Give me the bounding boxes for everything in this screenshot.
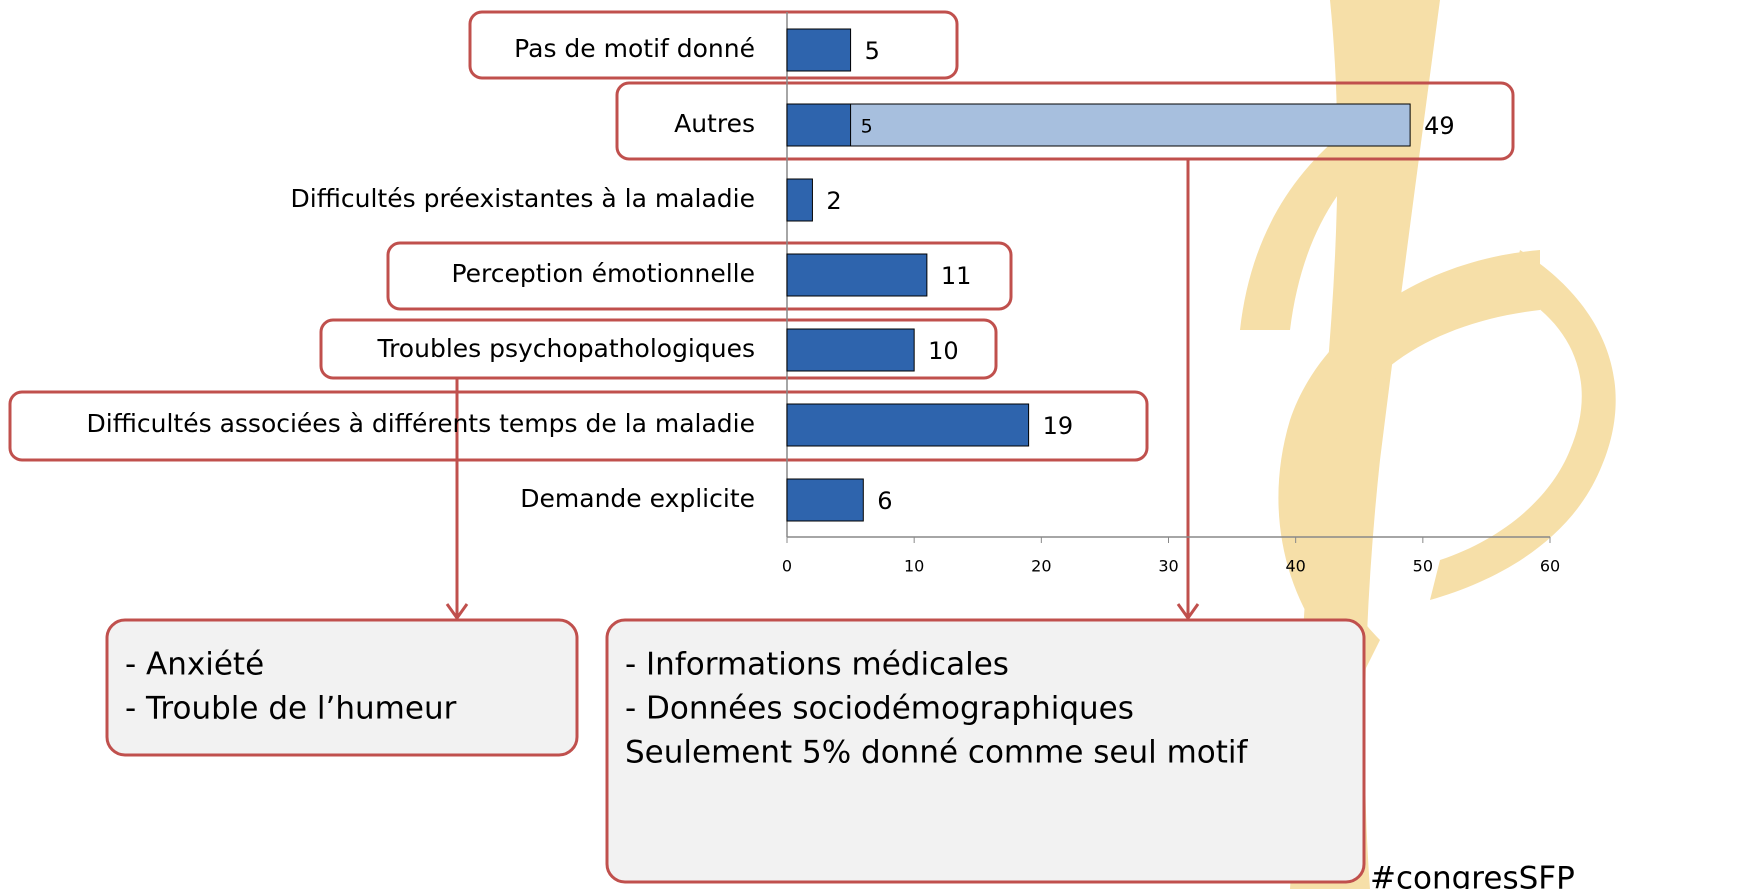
y-tick-label: Perception émotionnelle xyxy=(451,259,755,288)
x-tick-label: 10 xyxy=(904,557,924,576)
y-tick-label: Difficultés préexistantes à la maladie xyxy=(291,184,755,213)
value-label: 19 xyxy=(1043,412,1074,440)
x-tick-label: 20 xyxy=(1031,557,1051,576)
x-tick-label: 0 xyxy=(782,557,792,576)
y-tick-label: Troubles psychopathologiques xyxy=(376,334,755,363)
value-label: 49 xyxy=(1424,112,1455,140)
value-label: 5 xyxy=(861,116,873,138)
x-tick-label: 30 xyxy=(1158,557,1178,576)
note-text: - Informations médicales xyxy=(625,647,1009,683)
note-text: - Anxiété xyxy=(125,647,264,683)
y-tick-label: Pas de motif donné xyxy=(514,34,755,63)
bar xyxy=(787,179,812,221)
arrow xyxy=(1178,159,1198,618)
value-label: 10 xyxy=(928,337,959,365)
note-text: - Trouble de l’humeur xyxy=(125,691,457,727)
bar xyxy=(787,404,1029,446)
bar xyxy=(787,254,927,296)
y-tick-label: Difficultés associées à différents temps… xyxy=(87,409,755,438)
bar xyxy=(787,329,914,371)
y-tick-label: Autres xyxy=(674,109,755,138)
note-box xyxy=(107,620,577,755)
note-text: Seulement 5% donné comme seul motif xyxy=(625,735,1249,771)
bar xyxy=(787,479,863,521)
chart: #congresSFP 0 10 20 30 40 50 60 Pas de motif do… xyxy=(0,0,1754,889)
value-label: 5 xyxy=(865,37,880,65)
x-tick-label: 50 xyxy=(1413,557,1433,576)
note-text: - Données sociodémographiques xyxy=(625,691,1134,727)
value-label: 11 xyxy=(941,262,972,290)
y-tick-label: Demande explicite xyxy=(520,484,755,513)
value-label: 6 xyxy=(877,487,892,515)
bar xyxy=(787,104,851,146)
footer: #congresSFP xyxy=(1370,861,1575,889)
bar xyxy=(787,104,1410,146)
x-tick-label: 40 xyxy=(1285,557,1305,576)
bar xyxy=(787,29,851,71)
x-tick-label: 60 xyxy=(1540,557,1560,576)
arrows xyxy=(447,159,1198,618)
value-label: 2 xyxy=(826,187,841,215)
